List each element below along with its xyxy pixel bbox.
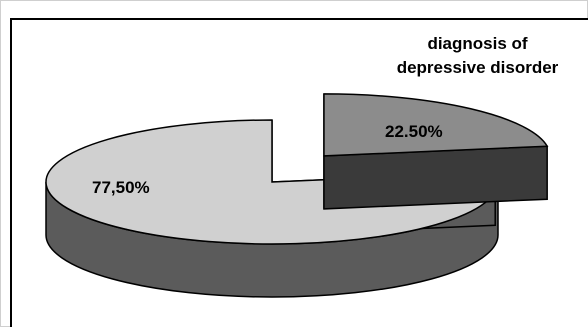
slice-label-depressive: 22.50% bbox=[385, 122, 443, 141]
slice-label-other: 77,50% bbox=[92, 178, 150, 197]
annotation-line-1: diagnosis of bbox=[427, 34, 528, 53]
pie-layer bbox=[45, 93, 549, 298]
slice-other-top bbox=[45, 119, 499, 245]
annotation-line-2: depressive disorder bbox=[396, 58, 559, 77]
slice-depressive-cut-1 bbox=[323, 145, 548, 210]
slice-annotation: diagnosis of depressive disorder bbox=[370, 32, 585, 80]
slice-depressive-top bbox=[323, 93, 549, 157]
